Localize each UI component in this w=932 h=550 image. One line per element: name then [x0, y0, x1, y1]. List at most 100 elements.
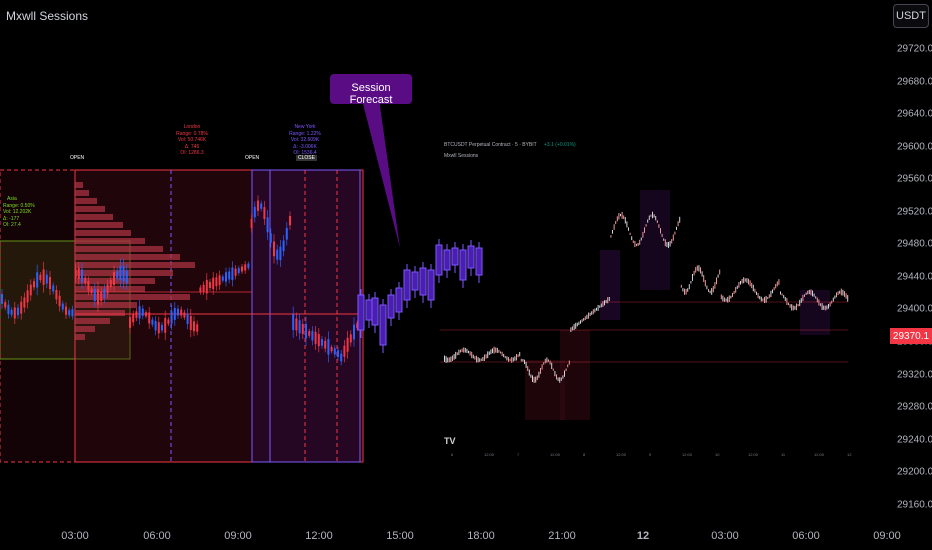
price-axis[interactable]: 29720.0 29680.0 29640.0 29600.0 29560.0 29520… — [890, 30, 932, 530]
close-marker: CLOSE — [296, 155, 317, 161]
inset-candle — [645, 224, 647, 227]
inset-candle — [791, 304, 793, 311]
inset-time-label: 6 — [451, 452, 454, 457]
inset-candle — [532, 375, 533, 383]
candle-body — [148, 312, 151, 324]
inset-candle — [629, 232, 631, 235]
inset-candle — [524, 359, 525, 365]
candle-body — [135, 311, 138, 318]
candle-body — [346, 337, 349, 352]
inset-candle — [728, 295, 730, 302]
candle-body — [321, 339, 323, 346]
inset-candle — [733, 291, 735, 295]
asia-range-box — [0, 169, 76, 463]
inset-candle — [664, 239, 666, 247]
candle-body — [231, 267, 234, 281]
forecast-candle — [475, 247, 483, 276]
inset-candle — [770, 290, 772, 298]
candle-body — [273, 241, 275, 257]
candle-body — [189, 315, 192, 331]
forecast-candle — [357, 294, 365, 331]
inset-candle — [463, 347, 465, 353]
inset-candle — [485, 354, 487, 359]
inset-candle — [512, 357, 514, 362]
inset-candle — [762, 298, 764, 302]
candle-body — [285, 227, 288, 240]
inset-indicator: Mxwll Sessions — [444, 153, 479, 159]
inset-candle — [727, 296, 729, 303]
inset-candle — [490, 349, 492, 355]
candle-body — [49, 276, 51, 290]
inset-candle — [653, 214, 655, 218]
inset-candle — [656, 220, 658, 224]
inset-candle — [767, 297, 769, 300]
inset-candle — [836, 292, 837, 298]
time-label: 09:00 — [224, 530, 252, 542]
inset-candle — [772, 289, 773, 294]
inset-candle — [447, 357, 449, 363]
open-marker-2: OPEN — [245, 155, 260, 161]
inset-candle — [452, 355, 453, 362]
candle-body — [353, 324, 355, 340]
price-label: 29560.0 — [897, 173, 932, 185]
candle-body — [289, 216, 291, 226]
inset-candle — [584, 316, 586, 320]
candle-body — [170, 311, 173, 324]
inset-time-label: 12:00 — [484, 452, 495, 457]
candle-body — [74, 268, 77, 279]
inset-candle — [632, 240, 634, 244]
candle-body — [26, 290, 29, 303]
forecast-candles — [357, 239, 483, 353]
inset-candle — [807, 290, 809, 295]
inset-candle — [455, 351, 457, 359]
candle-body — [234, 268, 237, 276]
candle-body — [23, 297, 26, 308]
inset-candle — [740, 280, 741, 285]
inset-candle — [530, 374, 532, 378]
candle-body — [327, 339, 330, 355]
time-label: 21:00 — [548, 530, 576, 542]
current-price-tag: 29370.1 — [890, 328, 932, 344]
inset-candle — [773, 287, 775, 291]
inset-candle — [509, 358, 511, 362]
forecast-candle — [365, 299, 373, 321]
price-label: 29240.0 — [897, 434, 932, 446]
inset-candle — [840, 288, 842, 296]
inset-candle — [797, 304, 799, 307]
inset-candle — [608, 296, 610, 301]
inset-symbol-row: BTCUSDT Perpetual Contract · 5 · BYBIT +… — [444, 142, 576, 148]
candle-body — [212, 277, 215, 290]
inset-candle — [703, 275, 705, 282]
currency-button[interactable]: USDT — [893, 4, 929, 28]
candle-body — [260, 203, 263, 209]
candle-body — [276, 249, 279, 260]
inset-candle — [460, 349, 461, 353]
candle-body — [218, 275, 221, 286]
candle-body — [247, 263, 250, 268]
candle-body — [295, 318, 298, 331]
inset-candle — [527, 366, 529, 371]
inset-candle — [847, 295, 849, 302]
inset-candle — [612, 229, 613, 234]
inset-candle — [744, 278, 746, 282]
inset-candle — [573, 324, 575, 331]
london-name: London — [183, 124, 201, 130]
inset-candle — [517, 354, 519, 358]
newyork-stat-range: Range: 1.22% — [289, 130, 321, 137]
inset-candle — [832, 297, 834, 302]
inset-candle — [746, 278, 748, 283]
inset-time-label: 7 — [517, 452, 520, 457]
inset-candle — [842, 289, 844, 296]
inset-candle — [741, 278, 743, 284]
forecast-candle — [371, 297, 379, 326]
forecast-callout-box — [330, 74, 412, 104]
inset-candle — [522, 359, 524, 362]
inset-candle — [764, 296, 765, 304]
inset-candle — [800, 298, 802, 303]
forecast-candle — [387, 294, 395, 319]
candle-body — [109, 279, 112, 288]
inset-candle — [621, 211, 623, 219]
inset-candle — [628, 227, 629, 231]
candle-body — [301, 323, 304, 334]
